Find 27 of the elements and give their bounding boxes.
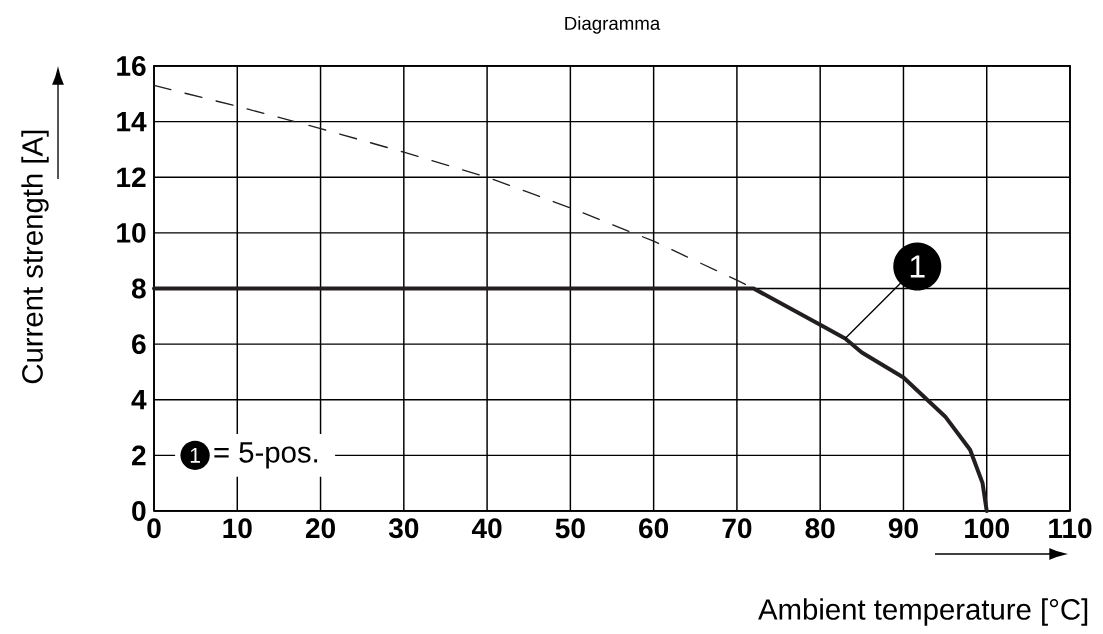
x-tick-label: 0 (147, 518, 161, 539)
x-tick-label: 110 (1049, 518, 1092, 539)
y-tick-label: 8 (131, 278, 146, 299)
y-tick-label: 14 (117, 111, 147, 132)
y-tick-label: 10 (117, 222, 146, 243)
x-tick-label: 60 (639, 518, 669, 539)
y-tick-label: 16 (117, 56, 146, 76)
annotation: 1 (910, 255, 925, 278)
x-tick-label: 30 (388, 518, 419, 539)
y-tick-label: 0 (132, 501, 146, 521)
x-axis-title: Ambient temperature [°C] (758, 598, 1088, 626)
y-tick-label: 6 (132, 334, 146, 355)
y-tick-label: 2 (132, 445, 146, 466)
x-tick-label: 80 (805, 518, 835, 539)
x-tick-label: 40 (471, 518, 502, 539)
y-tick-label: 12 (117, 167, 146, 188)
y-tick-label: 4 (131, 390, 147, 410)
annotation: 1 (190, 448, 200, 463)
y-axis-title: Current strength [A] (21, 130, 49, 384)
annotation: = 5-pos. (214, 442, 318, 469)
chart-title: Diagramma (565, 16, 661, 34)
x-tick-label: 90 (888, 518, 918, 539)
x-tick-label: 100 (965, 518, 1009, 539)
x-tick-label: 50 (555, 518, 585, 539)
x-tick-label: 20 (305, 518, 335, 539)
x-tick-label: 10 (223, 518, 252, 539)
x-tick-label: 70 (722, 518, 752, 539)
